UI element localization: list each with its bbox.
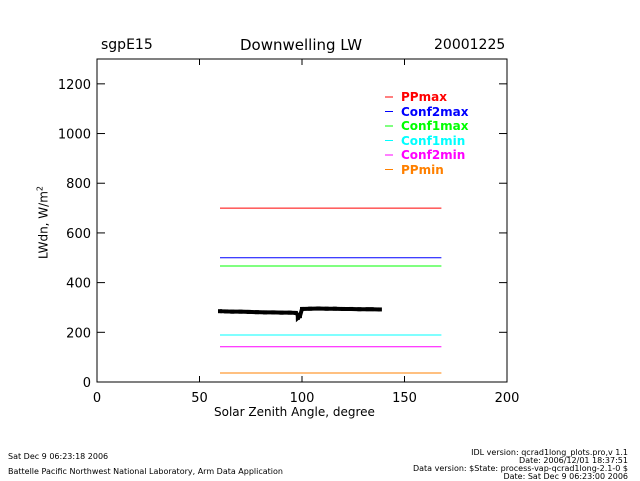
y-axis-label-sup: 2 bbox=[35, 186, 45, 192]
y-tick-label: 0 bbox=[83, 376, 91, 391]
data-point bbox=[349, 306, 354, 311]
data-point bbox=[218, 309, 222, 314]
y-axis-label: LWdn, W/m2 bbox=[36, 168, 51, 278]
footer-idl-date: Date: 2006/12/01 18:37:51 bbox=[519, 456, 628, 465]
footer-idl-version: IDL version: qcrad1long_plots.pro,v 1.1 bbox=[471, 448, 628, 457]
data-point bbox=[295, 312, 300, 317]
data-point bbox=[254, 310, 259, 315]
data-point bbox=[293, 310, 298, 315]
data-point bbox=[332, 306, 337, 311]
x-tick-label: 50 bbox=[191, 391, 208, 406]
data-point bbox=[271, 310, 276, 315]
footer-data-date: Date: Sat Dec 9 06:23:00 2006 bbox=[503, 472, 628, 481]
data-point bbox=[324, 306, 329, 311]
chart-title: Downwelling LW bbox=[240, 36, 363, 54]
y-tick-label: 1000 bbox=[58, 128, 91, 143]
footer-timestamp: Sat Dec 9 06:23:18 2006 bbox=[8, 452, 109, 461]
data-point bbox=[300, 306, 304, 311]
data-point bbox=[308, 306, 313, 311]
x-tick-label: 0 bbox=[93, 391, 101, 406]
data-point bbox=[295, 315, 300, 320]
y-tick-label: 600 bbox=[66, 227, 91, 242]
x-tick-label: 150 bbox=[392, 391, 417, 406]
footer-data-version: Data version: $State: process-vap-qcrad1… bbox=[412, 464, 628, 473]
date-label: 20001225 bbox=[434, 37, 506, 53]
footer-lab: Battelle Pacific Northwest National Labo… bbox=[8, 467, 283, 476]
data-point bbox=[357, 307, 362, 312]
data-point bbox=[297, 314, 302, 319]
legend-item-conf1max: Conf1max bbox=[401, 119, 469, 133]
site-label: sgpE15 bbox=[101, 37, 153, 53]
data-point bbox=[316, 306, 321, 311]
y-tick-label: 800 bbox=[66, 177, 91, 192]
y-tick-label: 200 bbox=[66, 326, 91, 341]
legend-item-conf1min: Conf1min bbox=[401, 133, 466, 148]
data-point bbox=[287, 310, 292, 315]
data-point bbox=[365, 307, 370, 312]
x-tick-label: 100 bbox=[290, 391, 315, 406]
data-point bbox=[341, 306, 345, 311]
data-point bbox=[279, 310, 284, 315]
legend-item-ppmin: PPmin bbox=[401, 162, 444, 177]
data-point bbox=[230, 309, 235, 314]
legend-item-conf2min: Conf2min bbox=[401, 148, 466, 162]
y-axis-label-text: LWdn, W/m bbox=[36, 191, 51, 259]
data-point bbox=[263, 310, 268, 315]
data-point bbox=[377, 307, 382, 312]
data-point bbox=[246, 309, 251, 314]
legend-item-ppmax: PPmax bbox=[401, 90, 447, 104]
y-tick-label: 400 bbox=[66, 277, 91, 292]
data-point bbox=[369, 307, 374, 312]
data-point bbox=[238, 309, 243, 314]
x-axis-label: Solar Zenith Angle, degree bbox=[214, 405, 375, 419]
data-point bbox=[224, 309, 229, 314]
x-tick-label: 200 bbox=[495, 391, 520, 406]
legend-item-conf2max: Conf2max bbox=[401, 104, 469, 119]
y-tick-label: 1200 bbox=[58, 78, 91, 93]
